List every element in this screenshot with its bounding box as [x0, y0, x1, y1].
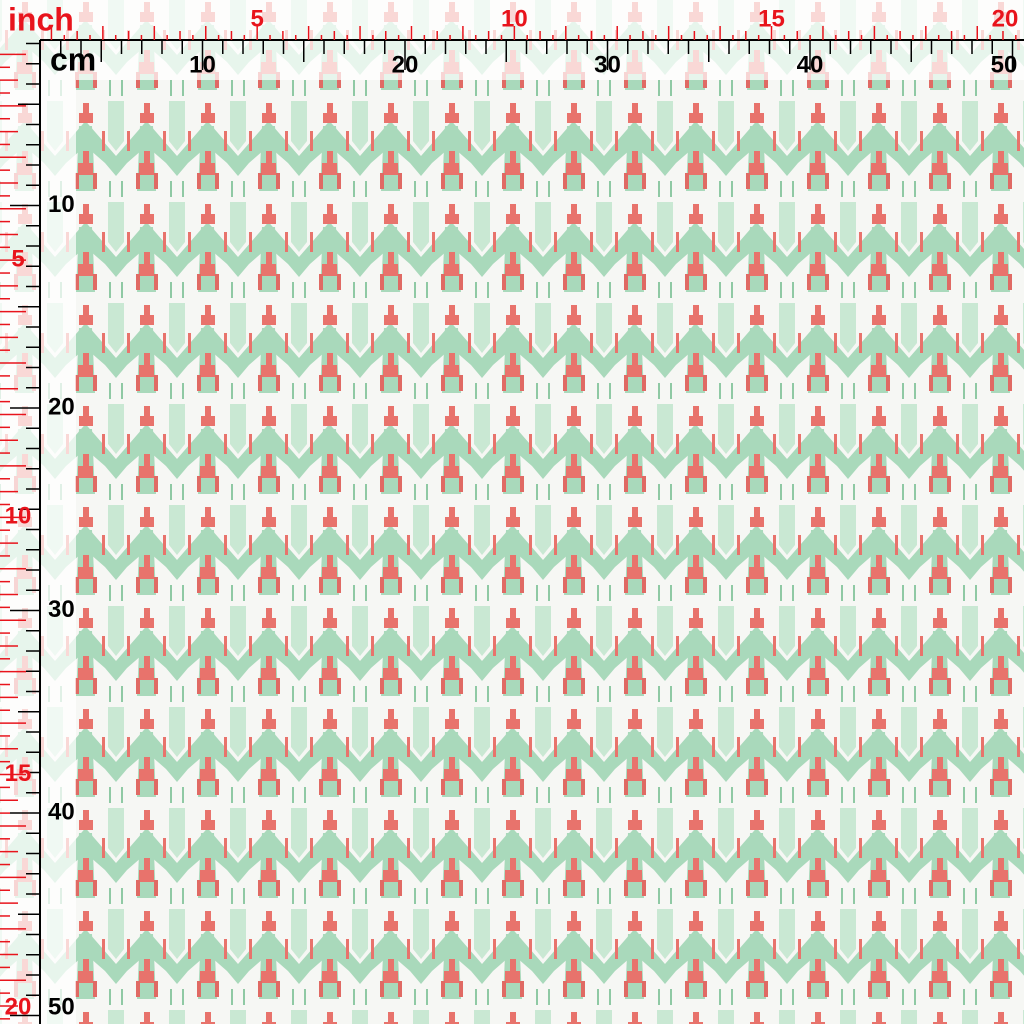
left-cm-label: 50 [48, 993, 75, 1020]
top-inch-label: 5 [250, 5, 263, 32]
inch-unit: inch [8, 1, 74, 37]
left-cm-label: 30 [48, 596, 75, 623]
top-cm-label: 40 [797, 51, 824, 78]
top-cm-label: 30 [594, 51, 621, 78]
top-cm-label: 10 [189, 51, 216, 78]
cm-unit: cm [50, 41, 96, 77]
left-ruler-band [0, 80, 76, 1024]
top-cm-label: 50 [991, 51, 1018, 78]
top-inch-label: 20 [992, 5, 1019, 32]
left-cm-label: 20 [48, 393, 75, 420]
left-cm-label: 10 [48, 191, 75, 218]
top-inch-label: 15 [758, 5, 785, 32]
top-cm-label: 20 [392, 51, 419, 78]
left-inch-label: 10 [5, 503, 32, 530]
left-cm-label: 40 [48, 798, 75, 825]
left-inch-label: 5 [11, 246, 24, 273]
top-inch-label: 10 [501, 5, 528, 32]
left-inch-label: 20 [5, 993, 32, 1020]
left-inch-label: 15 [5, 760, 32, 787]
